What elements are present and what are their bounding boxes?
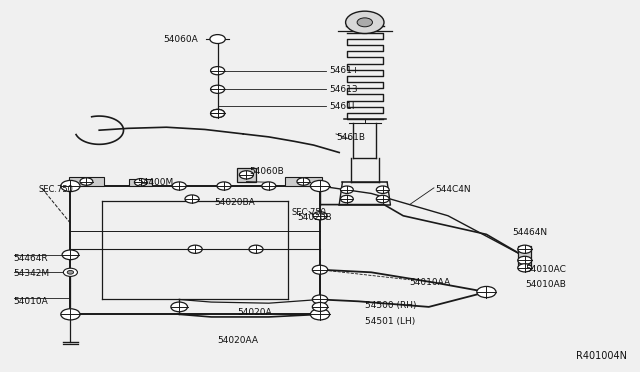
Circle shape (171, 302, 188, 312)
Circle shape (313, 212, 327, 220)
Text: 54464R: 54464R (13, 254, 47, 263)
Circle shape (346, 11, 384, 33)
Circle shape (262, 182, 276, 190)
Text: 54010AC: 54010AC (525, 265, 566, 274)
Bar (518, 246, 531, 268)
Circle shape (210, 35, 225, 44)
Text: 54060A: 54060A (164, 35, 198, 44)
Circle shape (376, 195, 389, 203)
Text: 54613: 54613 (330, 85, 358, 94)
Text: 5461B: 5461B (336, 133, 365, 142)
Circle shape (312, 302, 328, 311)
Circle shape (518, 264, 532, 272)
Circle shape (217, 182, 231, 190)
Text: SEC.750: SEC.750 (292, 208, 326, 217)
Circle shape (172, 182, 186, 190)
Text: 54010A: 54010A (13, 297, 47, 306)
Circle shape (211, 109, 225, 118)
Text: 54501 (LH): 54501 (LH) (365, 317, 415, 326)
Bar (237, 168, 256, 182)
Circle shape (310, 180, 330, 192)
Circle shape (63, 268, 77, 276)
Text: 54020BA: 54020BA (214, 198, 255, 207)
Circle shape (518, 256, 532, 264)
Text: 54020AA: 54020AA (218, 336, 259, 345)
Circle shape (340, 186, 353, 193)
Text: R401004N: R401004N (576, 351, 627, 361)
Circle shape (62, 250, 79, 260)
Text: 54010AB: 54010AB (525, 280, 566, 289)
Text: 54400M: 54400M (138, 178, 174, 187)
Circle shape (67, 270, 74, 274)
Circle shape (211, 85, 225, 93)
Circle shape (312, 265, 328, 274)
Circle shape (376, 186, 389, 193)
Circle shape (185, 195, 199, 203)
Circle shape (61, 180, 80, 192)
Text: 5461I: 5461I (330, 102, 355, 110)
Text: 54060B: 54060B (250, 167, 284, 176)
Text: 544C4N: 544C4N (435, 185, 471, 194)
Circle shape (80, 178, 93, 185)
Bar (285, 177, 322, 186)
Bar (69, 177, 104, 186)
Circle shape (312, 295, 328, 304)
Circle shape (297, 178, 310, 185)
Circle shape (239, 171, 253, 179)
Circle shape (211, 67, 225, 75)
Text: 5461+: 5461+ (330, 66, 360, 75)
Circle shape (357, 18, 372, 27)
Text: 54020B: 54020B (298, 213, 332, 222)
Text: 54500 (RH): 54500 (RH) (365, 301, 416, 310)
Circle shape (340, 195, 353, 203)
Text: 54020A: 54020A (237, 308, 271, 317)
Circle shape (211, 109, 225, 118)
Circle shape (310, 309, 330, 320)
Circle shape (249, 245, 263, 253)
Circle shape (477, 286, 496, 298)
Text: 54342M: 54342M (13, 269, 49, 278)
Circle shape (61, 309, 80, 320)
Circle shape (518, 245, 532, 253)
Bar (129, 179, 152, 186)
Text: 54010AA: 54010AA (410, 278, 451, 287)
Text: 54464N: 54464N (512, 228, 547, 237)
Circle shape (134, 179, 147, 186)
Text: SEC.750: SEC.750 (38, 185, 73, 194)
Circle shape (188, 245, 202, 253)
